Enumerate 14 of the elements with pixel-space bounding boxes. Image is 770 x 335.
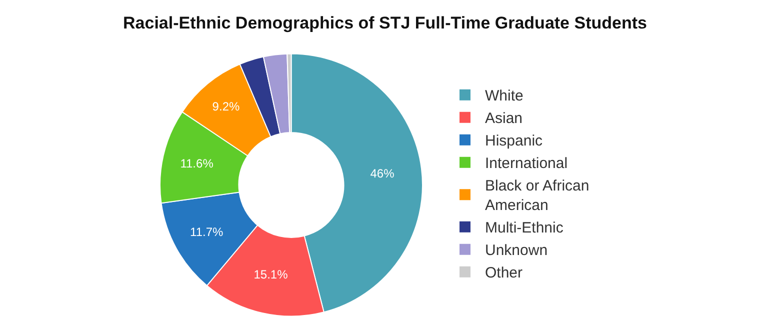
legend-label: Other: [485, 264, 523, 282]
chart-title: Racial-Ethnic Demographics of STJ Full-Time Graduate Students: [123, 14, 647, 33]
legend-label: White: [485, 88, 524, 105]
legend-label: Black or African American: [485, 178, 590, 214]
data-label: 46%: [370, 166, 395, 180]
data-label: 11.7%: [190, 224, 224, 239]
legend-label: Multi-Ethnic: [485, 220, 564, 237]
data-label: 11.6%: [180, 156, 214, 170]
legend-label: Hispanic: [485, 132, 544, 150]
data-label: 9.2%: [212, 99, 240, 114]
legend-label: Asian: [485, 110, 523, 128]
legend-label: International: [485, 155, 568, 172]
data-label: 15.1%: [254, 268, 288, 282]
legend-label: Unknown: [485, 242, 548, 260]
